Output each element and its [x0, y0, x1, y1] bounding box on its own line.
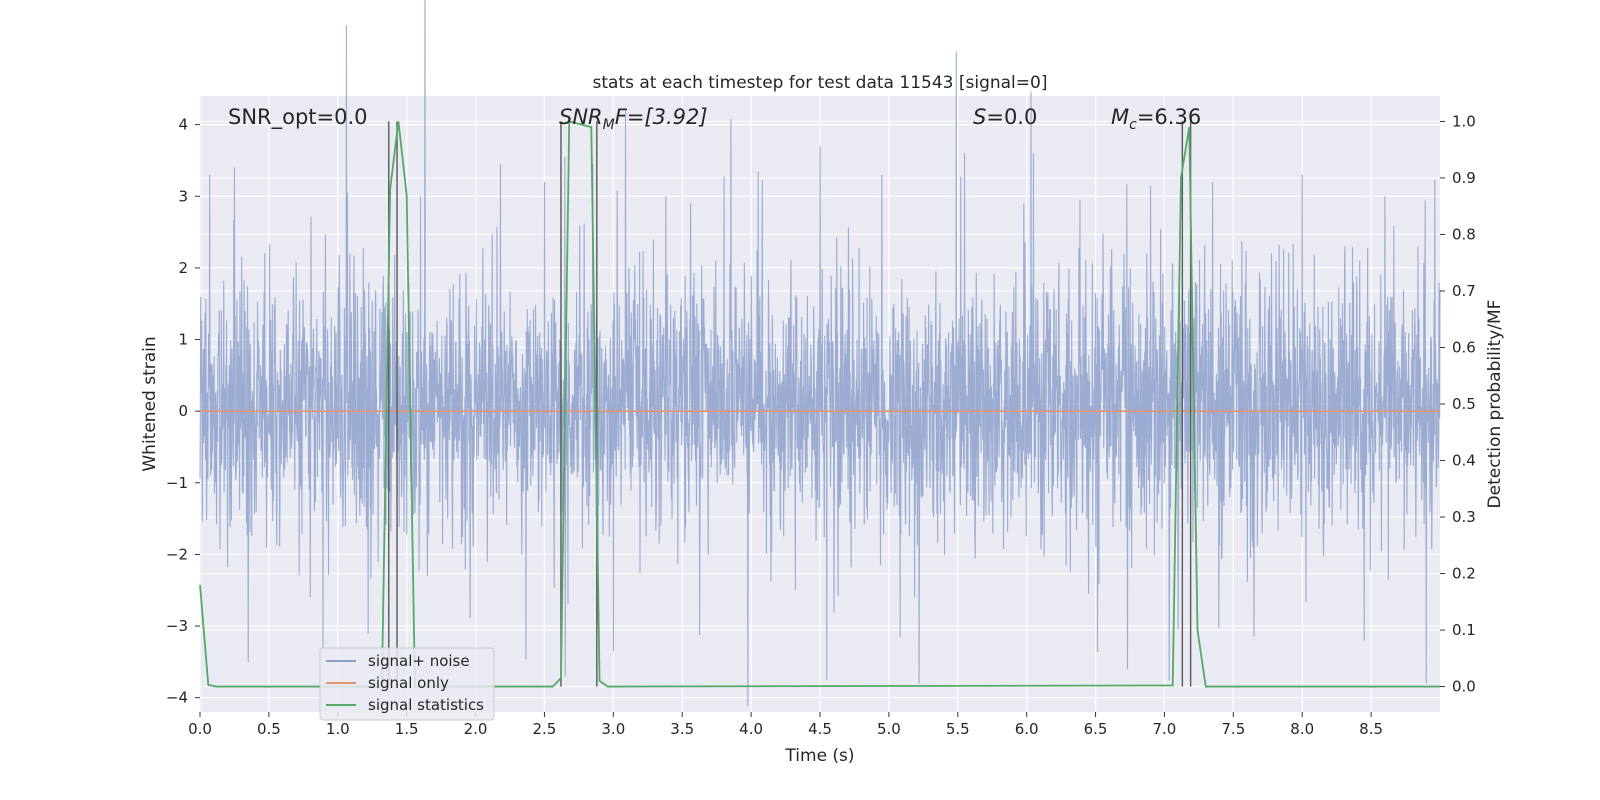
x-tick-label: 7.5 [1221, 720, 1245, 738]
y-tick-label: −3 [166, 617, 188, 635]
x-tick-label: 7.0 [1153, 720, 1177, 738]
y2-tick-label: 0.0 [1452, 678, 1476, 696]
x-tick-label: 6.5 [1084, 720, 1108, 738]
annotation-s: S=0.0 [973, 105, 1037, 129]
annotation-snr-opt: SNR_opt=0.0 [228, 105, 368, 130]
x-tick-label: 6.0 [1015, 720, 1039, 738]
ticks: 0.0 0.5 1.0 1.5 2.0 2.5 3.0 3.5 4.0 4.5 5.0 5.5 6.0 6… [166, 112, 1476, 738]
x-tick-label: 4.0 [739, 720, 763, 738]
annotation-mc-label: M [1111, 105, 1129, 129]
y-tick-label: −1 [166, 474, 188, 492]
annotation-snr-mf: SNRMF=[3.92] [559, 105, 708, 133]
y2-tick-label: 1.0 [1452, 112, 1476, 130]
y2-tick-label: 0.1 [1452, 621, 1476, 639]
chart-title: stats at each timestep for test data 115… [593, 73, 1048, 93]
legend-box [319, 647, 495, 721]
annotation-s-label: S [973, 105, 986, 129]
vertical-markers [388, 121, 1192, 687]
annotation-mc: Mc=6.36 [1111, 105, 1201, 133]
annotation-snr-mf-sub: M [603, 117, 615, 133]
annotation-mc-sub: c [1129, 117, 1137, 133]
y-tick-label: 3 [178, 187, 188, 205]
x-axis-label: Time (s) [784, 746, 854, 766]
x-tick-label: 0.0 [188, 720, 212, 738]
x-tick-label: 3.5 [670, 720, 694, 738]
y-tick-label: −2 [166, 545, 188, 563]
x-tick-label: 8.5 [1359, 720, 1383, 738]
signal-noise-series [199, 0, 1441, 707]
legend-label-signal-noise: signal+ noise [368, 652, 470, 670]
y2-axis-label: Detection probability/MF [1485, 300, 1505, 509]
annotation-snr-mf-value: F=[3.92] [615, 105, 708, 129]
y2-tick-label: 0.3 [1452, 508, 1476, 526]
y2-tick-label: 0.6 [1452, 338, 1476, 356]
legend: signal+ noise signal only signal statist… [319, 647, 495, 721]
signal-statistics-line [199, 120, 1440, 688]
legend-label-signal-statistics: signal statistics [368, 696, 484, 714]
y2-tick-label: 0.5 [1452, 395, 1476, 413]
x-tick-label: 0.5 [257, 720, 281, 738]
y-tick-label: 0 [178, 402, 188, 420]
x-tick-label: 4.5 [808, 720, 832, 738]
signal-statistics-series [199, 120, 1440, 688]
y-tick-label: 2 [178, 259, 188, 277]
x-tick-label: 2.5 [533, 720, 557, 738]
y-axis-label: Whitened strain [140, 336, 160, 471]
y2-tick-label: 0.4 [1452, 452, 1476, 470]
x-tick-label: 1.5 [395, 720, 419, 738]
y-tick-label: 4 [178, 116, 188, 134]
y2-tick-label: 0.7 [1452, 282, 1476, 300]
x-tick-label: 5.0 [877, 720, 901, 738]
legend-label-signal-only: signal only [368, 674, 449, 692]
x-tick-label: 5.5 [946, 720, 970, 738]
x-tick-label: 2.0 [464, 720, 488, 738]
signal-noise-line [199, 0, 1441, 707]
y-tick-label: 1 [178, 331, 188, 349]
annotation-s-value: =0.0 [986, 105, 1037, 129]
x-tick-label: 8.0 [1290, 720, 1314, 738]
y-tick-label: −4 [166, 689, 188, 707]
annotation-snr-mf-label: SNR [559, 105, 603, 129]
y2-tick-label: 0.8 [1452, 225, 1476, 243]
annotation-mc-value: =6.36 [1137, 105, 1201, 129]
x-tick-label: 3.0 [601, 720, 625, 738]
y2-tick-label: 0.9 [1452, 169, 1476, 187]
y2-tick-label: 0.2 [1452, 565, 1476, 583]
x-tick-label: 1.0 [326, 720, 350, 738]
